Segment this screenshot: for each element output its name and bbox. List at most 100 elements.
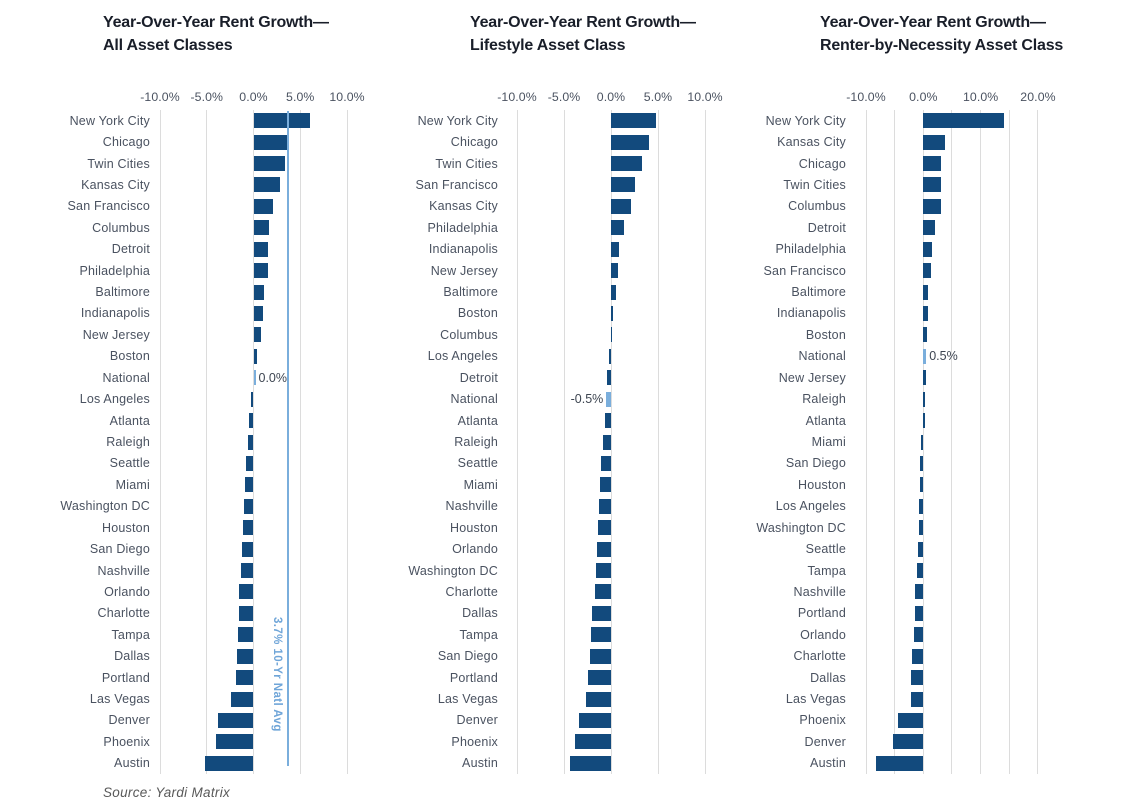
bar <box>253 113 310 129</box>
city-label: Twin Cities <box>435 156 498 171</box>
city-label: New York City <box>417 113 498 128</box>
bar <box>611 305 613 321</box>
axis-tick-label: 10.0% <box>329 90 365 104</box>
city-label: San Francisco <box>415 177 498 192</box>
bar <box>923 198 941 214</box>
axis-tick-label: 0.0% <box>596 90 626 104</box>
gridline <box>951 110 953 774</box>
city-label: Indianapolis <box>80 306 150 321</box>
bar <box>253 348 258 364</box>
bar-national <box>606 391 611 407</box>
chart-title-all-asset-classes: Year-Over-Year Rent Growth— All Asset Cla… <box>103 11 329 57</box>
bar <box>923 177 942 193</box>
city-label: Columbus <box>440 327 498 342</box>
city-label: Chicago <box>798 156 846 171</box>
bar <box>611 156 643 172</box>
bar <box>609 348 611 364</box>
bar <box>585 691 611 707</box>
bar <box>235 670 254 686</box>
bar <box>253 198 274 214</box>
bar <box>923 241 932 257</box>
city-label: Boston <box>805 327 846 342</box>
city-label: Philadelphia <box>427 220 498 235</box>
bar <box>911 691 924 707</box>
bar <box>241 563 254 579</box>
bar <box>923 113 1004 129</box>
city-label: Charlotte <box>97 606 150 621</box>
title-line-2: All Asset Classes <box>103 37 233 54</box>
city-label: Detroit <box>807 220 846 235</box>
bar <box>923 220 935 236</box>
city-label: Denver <box>804 734 846 749</box>
axis-tick-label: -5.0% <box>190 90 224 104</box>
bar <box>243 520 254 536</box>
gridline <box>563 110 565 774</box>
bar <box>923 327 927 343</box>
city-label: Twin Cities <box>87 156 150 171</box>
bar <box>246 455 254 471</box>
bar <box>239 584 254 600</box>
axis-tick-label: 0.0% <box>909 90 938 104</box>
gridline <box>704 110 706 774</box>
bar <box>917 563 924 579</box>
bar <box>599 477 611 493</box>
bar <box>892 734 924 750</box>
city-label: Twin Cities <box>783 177 846 192</box>
city-label: Portland <box>797 606 846 621</box>
axis-tick-label: 10.0% <box>687 90 723 104</box>
bar <box>915 584 924 600</box>
natl-avg-label: 3.7% 10-Yr Natl Avg <box>271 617 284 732</box>
city-label: New Jersey <box>430 263 498 278</box>
bar <box>245 477 254 493</box>
bar <box>244 498 254 514</box>
axis-tick-label: 5.0% <box>286 90 315 104</box>
city-label: Seattle <box>805 542 846 557</box>
city-label: Houston <box>102 520 150 535</box>
city-label: Baltimore <box>95 285 150 300</box>
city-label: Nashville <box>97 563 150 578</box>
bar <box>217 712 254 728</box>
title-line-2: Lifestyle Asset Class <box>470 37 626 54</box>
bar <box>247 434 254 450</box>
city-label: Raleigh <box>454 435 498 449</box>
bar <box>204 755 254 771</box>
city-label: Boston <box>457 306 498 321</box>
national-value-label: 0.0% <box>258 370 288 385</box>
city-label: Kansas City <box>81 177 150 192</box>
bar <box>238 605 254 621</box>
bar <box>918 541 924 557</box>
city-label: Washington DC <box>756 520 846 535</box>
city-label: Tampa <box>111 627 150 642</box>
title-line-2: Renter-by-Necessity Asset Class <box>820 37 1064 54</box>
bar <box>253 263 268 279</box>
bar <box>923 413 925 429</box>
bar <box>605 413 611 429</box>
bar <box>592 605 611 621</box>
bar <box>590 648 611 664</box>
bar <box>923 284 929 300</box>
bar <box>911 670 924 686</box>
city-label: Portland <box>101 670 150 685</box>
bar <box>253 220 270 236</box>
bar <box>876 755 924 771</box>
bar <box>253 284 264 300</box>
bar <box>253 241 269 257</box>
bar <box>603 434 611 450</box>
city-label: Kansas City <box>777 135 846 150</box>
bar <box>242 541 254 557</box>
city-label: Washington DC <box>408 563 498 578</box>
gridline <box>1008 110 1010 774</box>
city-label: Philadelphia <box>775 242 846 257</box>
bar <box>253 327 261 343</box>
city-label: Raleigh <box>106 435 150 449</box>
city-label: Detroit <box>459 370 498 385</box>
bar <box>253 134 288 150</box>
bar <box>923 391 926 407</box>
axis-tick-label: 0.0% <box>239 90 268 104</box>
bar <box>596 541 611 557</box>
city-label: Charlotte <box>445 584 498 599</box>
city-label: Chicago <box>102 135 150 150</box>
city-label: Philadelphia <box>79 263 150 278</box>
gridline <box>346 110 348 774</box>
